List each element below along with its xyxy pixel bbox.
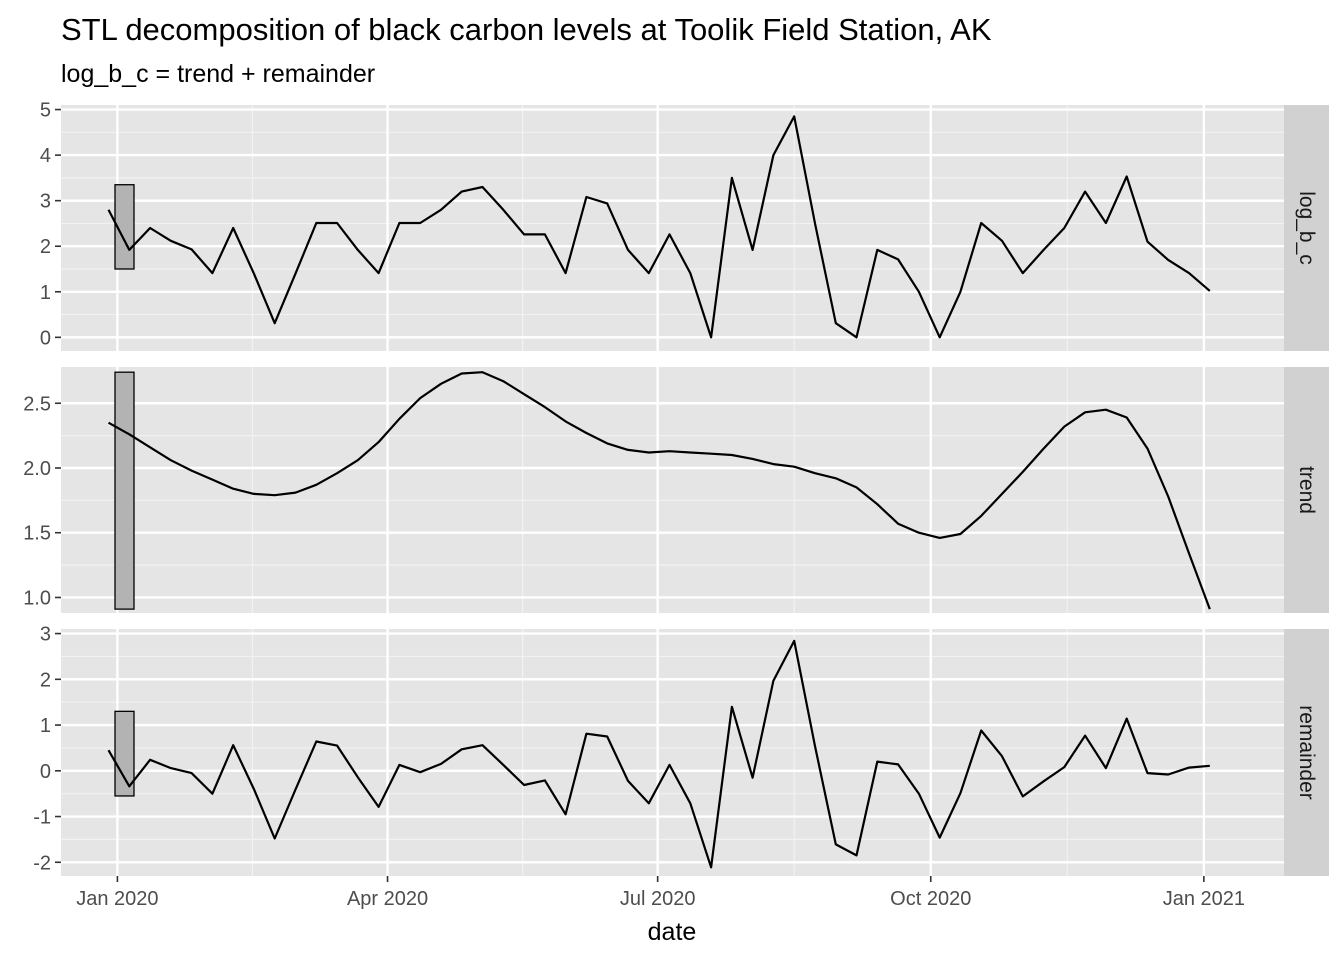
y-tick-label: -1 — [33, 807, 51, 829]
y-tick-label: 3 — [40, 191, 51, 213]
facet-strip — [1284, 105, 1329, 351]
series-line-remainder — [107, 639, 1210, 869]
series-line-log_b_c — [107, 115, 1211, 339]
x-axis-label: date — [648, 918, 697, 946]
y-tick-label: 2.5 — [23, 393, 51, 415]
panel-background — [61, 367, 1284, 613]
facet-strip-label: trend — [1295, 466, 1318, 514]
series-line-trend — [107, 371, 1211, 610]
panel-background — [61, 105, 1284, 351]
y-tick-label: -2 — [33, 852, 51, 874]
x-tick-label: Oct 2020 — [890, 888, 971, 910]
scale-bar — [114, 371, 135, 610]
chart-title: STL decomposition of black carbon levels… — [61, 12, 992, 47]
y-tick-label: 1 — [40, 282, 51, 304]
y-tick-label: 0 — [40, 327, 51, 349]
scale-bar — [114, 710, 135, 797]
facet-panels: 0 1 2 3 4 5 log_b_c 1.0 1.5 2.0 2.5 trend -2 -1 0 1 2 3 re… — [23, 100, 1329, 876]
chart-subtitle: log_b_c = trend + remainder — [61, 60, 375, 88]
panel-background — [61, 629, 1284, 876]
facet-strip — [1284, 629, 1329, 876]
y-tick-label: 2.0 — [23, 458, 51, 480]
facet-strip — [1284, 367, 1329, 613]
y-tick-label: 3 — [40, 624, 51, 646]
x-tick-label: Jan 2020 — [76, 888, 158, 910]
x-tick-label: Jan 2021 — [1163, 888, 1245, 910]
facet-strip-label: log_b_c — [1295, 191, 1318, 265]
x-tick-label: Apr 2020 — [347, 888, 428, 910]
y-tick-label: 4 — [40, 145, 51, 167]
panel-log_b_c: 0 1 2 3 4 5 log_b_c — [40, 100, 1329, 351]
y-tick-label: 1.5 — [23, 523, 51, 545]
y-tick-label: 5 — [40, 100, 51, 122]
y-tick-label: 2 — [40, 236, 51, 258]
y-tick-label: 1.0 — [23, 587, 51, 609]
panel-remainder: -2 -1 0 1 2 3 remainder — [33, 624, 1329, 876]
y-tick-label: 1 — [40, 715, 51, 737]
y-tick-label: 0 — [40, 761, 51, 783]
facet-strip-label: remainder — [1295, 705, 1318, 800]
x-tick-label: Jul 2020 — [620, 888, 696, 910]
y-tick-label: 2 — [40, 669, 51, 691]
x-axis: Jan 2020 Apr 2020 Jul 2020 Oct 2020 Jan 2021 — [76, 876, 1245, 910]
panel-trend: 1.0 1.5 2.0 2.5 trend — [23, 367, 1329, 613]
